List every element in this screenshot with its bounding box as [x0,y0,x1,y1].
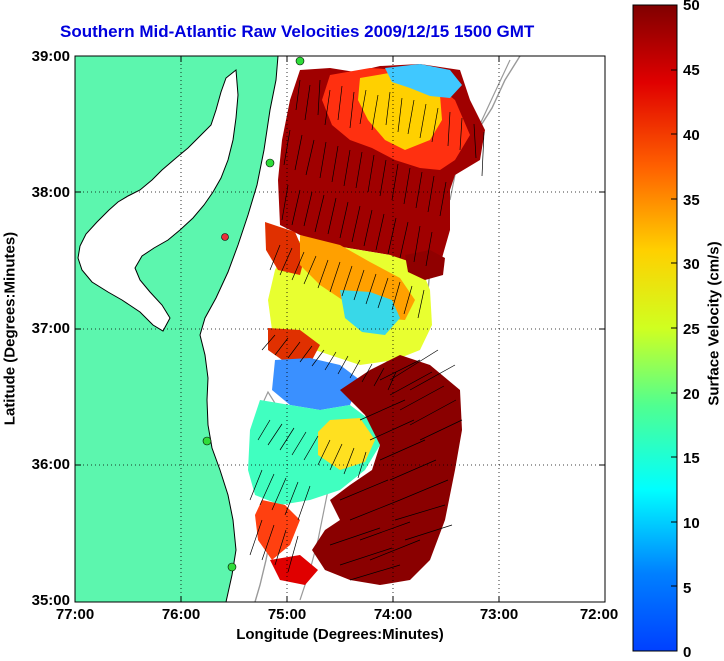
x-axis-label: Longitude (Degrees:Minutes) [236,626,444,643]
velocity-region-central-slow [340,290,400,335]
x-tick-label: 77:00 [55,606,95,623]
radar-station-marker [265,158,275,168]
velocity-region-west-fast [268,328,320,362]
colorbar-tick-label: 5 [683,580,692,597]
velocity-region-south-fast [255,500,300,560]
x-tick-label: 74:00 [373,606,413,623]
arrow [261,334,397,391]
colorbar-tick-label: 50 [683,0,700,14]
land-mass [75,56,279,602]
velocity-region-north-slow [385,64,462,98]
tick-mark [180,56,500,602]
y-tick-label: 37:00 [31,320,70,337]
x-tick-label: 75:00 [267,606,307,623]
colorbar-ticks [671,69,677,587]
velocity-region-central-fast [265,222,305,275]
radar-station-marker [202,436,212,446]
arrow [283,129,447,217]
map-title: Southern Mid-Atlantic Raw Velocities 200… [60,22,535,41]
radar-station-marker [221,233,229,241]
arrow [257,419,367,479]
colorbar-tick-label: 0 [683,644,692,661]
y-tick-label: 38:00 [31,184,70,201]
velocity-arrows [249,79,485,581]
colorbar-tick-label: 15 [683,450,700,467]
colorbar-tick-label: 30 [683,256,700,273]
velocity-region-southwest-slow [272,358,360,410]
velocity-region-southeast [312,355,462,585]
colorbar [632,4,678,652]
arrow [269,244,425,319]
y-tick-label: 36:00 [31,456,70,473]
grid-lines [75,56,605,602]
x-tick-label: 72:00 [579,606,619,623]
x-tick-label: 76:00 [161,606,201,623]
radar-station-marker [227,562,237,572]
axis-ticks [75,56,605,602]
arrow [281,184,433,267]
colorbar-tick-label: 35 [683,192,700,209]
arrow [295,79,485,177]
tick-mark [671,69,677,587]
radar-station-marker [295,56,305,66]
colorbar-tick-label: 40 [683,127,700,144]
colorbar-tick-label: 20 [683,386,700,403]
arrow [329,349,463,581]
arrow [249,469,311,573]
colorbar-tick-label: 25 [683,321,700,338]
colorbar-tick-label: 45 [683,62,700,79]
y-tick-label: 39:00 [31,48,70,65]
colorbar-tick-label: 10 [683,515,700,532]
velocity-region-south-mid [318,418,375,470]
x-tick-label: 73:00 [479,606,519,623]
velocity-region-south-edge [270,555,318,585]
y-tick-label: 35:00 [31,592,70,609]
tick-mark [75,191,605,466]
